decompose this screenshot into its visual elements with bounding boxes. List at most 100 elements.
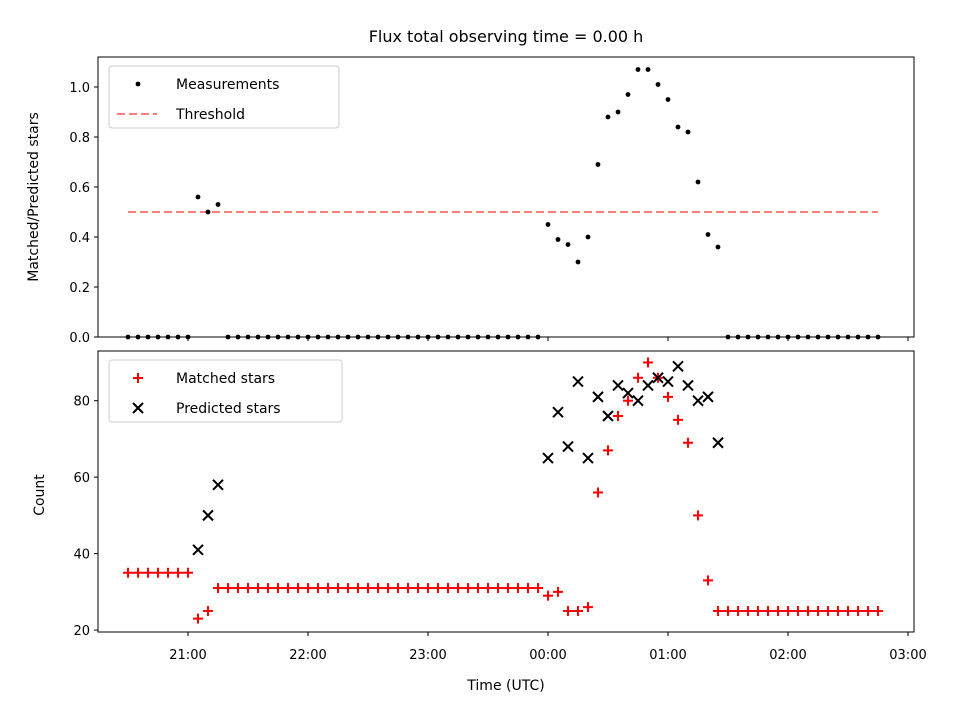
measurement-point [615, 109, 621, 115]
top-y-tick-label: 0.4 [69, 231, 90, 246]
top-legend-box [108, 65, 340, 129]
matched-star-marker [223, 583, 233, 594]
matched-star-marker [763, 605, 773, 616]
matched-star-marker [863, 605, 873, 616]
measurement-point [535, 334, 541, 340]
matched-star-marker [403, 583, 413, 594]
measurement-point [865, 334, 871, 340]
matched-star-marker [553, 586, 563, 597]
measurement-point [435, 334, 441, 340]
matched-star-marker [423, 583, 433, 594]
bottom-panel: Count 20 40 60 80 21:00 22:00 23:00 00:00 01:00 0… [32, 350, 927, 663]
measurement-point [815, 334, 821, 340]
matched-star-marker [253, 583, 263, 594]
matched-star-marker [543, 590, 553, 601]
measurement-point [835, 334, 841, 340]
matched-star-marker [603, 445, 613, 456]
measurement-point [425, 334, 431, 340]
measurement-point [715, 244, 721, 250]
predicted-star-marker [652, 372, 664, 384]
measurement-point [705, 232, 711, 237]
matched-star-marker [473, 583, 483, 594]
matched-star-marker [363, 583, 373, 594]
predicted-star-marker [602, 410, 614, 422]
measurement-point [395, 334, 401, 340]
bottom-x-tick-label: 23:00 [409, 648, 446, 663]
predicted-star-marker-b [602, 410, 614, 422]
predicted-star-marker [712, 437, 724, 449]
matched-star-marker [803, 605, 813, 616]
measurement-point [755, 334, 761, 340]
measurement-point [625, 92, 631, 97]
measurement-point [795, 334, 801, 340]
measurement-point [255, 334, 261, 340]
x-axis-label: Time (UTC) [466, 678, 544, 694]
predicted-star-marker [682, 379, 694, 392]
matched-star-marker [453, 583, 463, 594]
bottom-y-tick-label: 20 [73, 624, 90, 639]
measurement-point [745, 334, 751, 340]
measurement-point [355, 334, 361, 340]
top-y-tick-label: 0.6 [69, 181, 90, 196]
matched-star-marker [413, 583, 423, 594]
matched-star-marker [333, 583, 343, 594]
matched-star-marker [383, 583, 393, 594]
predicted-star-marker-b [692, 394, 704, 407]
predicted-star-marker [642, 379, 654, 392]
matched-star-marker [683, 437, 693, 448]
predicted-star-marker-b [552, 406, 564, 418]
matched-star-marker [123, 567, 133, 578]
matched-star-marker [183, 567, 193, 578]
measurement-point [765, 334, 771, 340]
matched-star-marker [563, 605, 573, 616]
predicted-star-marker [192, 544, 204, 556]
matched-star-marker [313, 583, 323, 594]
measurement-point [545, 222, 551, 227]
bottom-plot-frame [97, 350, 915, 633]
predicted-star-marker-b [212, 479, 224, 491]
matched-star-marker [643, 357, 653, 368]
measurement-point [175, 334, 181, 340]
predicted-star-marker-b [672, 360, 684, 372]
predicted-star-marker-b [662, 375, 674, 388]
measurement-point [665, 97, 671, 102]
matched-star-marker [273, 583, 283, 594]
matched-star-marker [463, 583, 473, 594]
bottom-y-tick-label: 60 [73, 471, 90, 486]
predicted-star-marker-b [542, 452, 554, 464]
matched-star-marker [233, 583, 243, 594]
measurement-point [205, 209, 211, 215]
legend-predicted-marker-b [132, 402, 144, 414]
measurement-point [825, 334, 831, 340]
measurement-point [575, 259, 581, 265]
measurement-point [855, 334, 861, 340]
measurement-point [385, 334, 391, 340]
matched-star-marker [323, 583, 333, 594]
measurement-point [135, 334, 141, 340]
bottom-y-tick-label: 80 [73, 395, 90, 410]
measurement-point [455, 334, 461, 340]
bottom-legend: Matched stars Predicted stars [108, 359, 343, 423]
figure-title: Flux total observing time = 0.00 h [369, 27, 644, 46]
predicted-star-marker [202, 509, 214, 522]
matched-star-marker [843, 605, 853, 616]
predicted-star-marker [662, 375, 674, 388]
top-legend: Measurements Threshold [108, 65, 340, 129]
legend-measurements-marker [135, 81, 141, 87]
legend-label: Predicted stars [176, 401, 281, 417]
matched-star-marker [793, 605, 803, 616]
predicted-star-marker-b [572, 375, 584, 388]
measurement-point [415, 334, 421, 340]
matched-star-marker [203, 605, 213, 616]
measurement-point [235, 334, 241, 340]
predicted-star-marker-b [612, 379, 624, 392]
matched-star-marker [503, 583, 513, 594]
measurement-point [775, 334, 781, 340]
matched-star-marker [133, 567, 143, 578]
top-y-tick-label: 0.2 [69, 281, 90, 296]
matched-star-marker [673, 414, 683, 425]
measurement-point [595, 162, 601, 167]
measurement-point [375, 334, 381, 340]
matched-star-marker [703, 575, 713, 586]
bottom-y-axis-label: Count [32, 474, 48, 516]
